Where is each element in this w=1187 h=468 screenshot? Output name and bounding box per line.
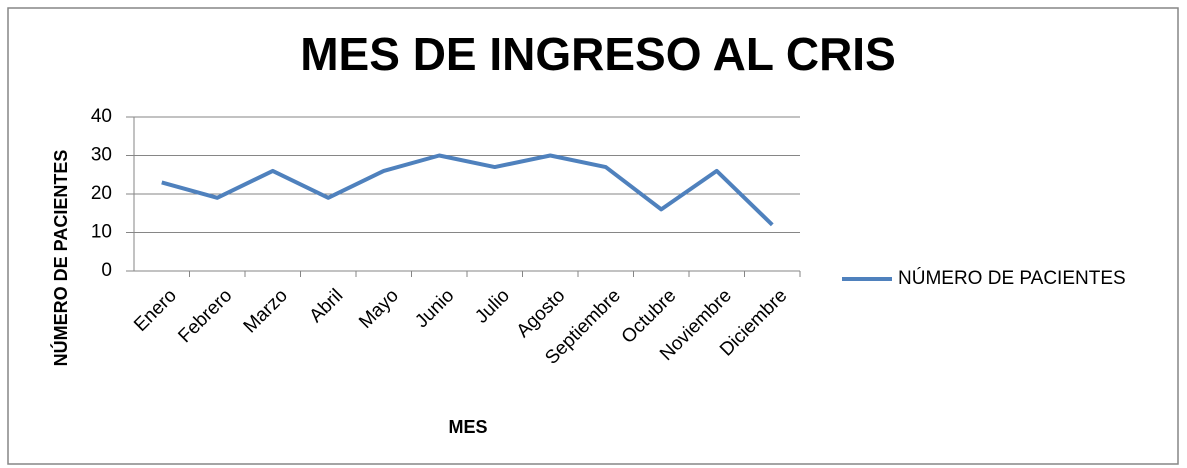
line-series: [161, 153, 774, 227]
chart-border: [7, 7, 1179, 465]
chart-title: MES DE INGRESO AL CRIS: [300, 28, 896, 80]
y-tick-label: 40: [91, 106, 112, 127]
y-tick-label: 0: [101, 260, 112, 281]
x-axis-label: MES: [448, 417, 487, 437]
y-tick-label: 30: [91, 145, 112, 166]
y-axis-label: NÚMERO DE PACIENTES: [50, 150, 71, 367]
y-tick-label: 10: [91, 222, 112, 243]
legend-label: NÚMERO DE PACIENTES: [898, 267, 1126, 289]
y-tick-label: 20: [91, 183, 112, 204]
